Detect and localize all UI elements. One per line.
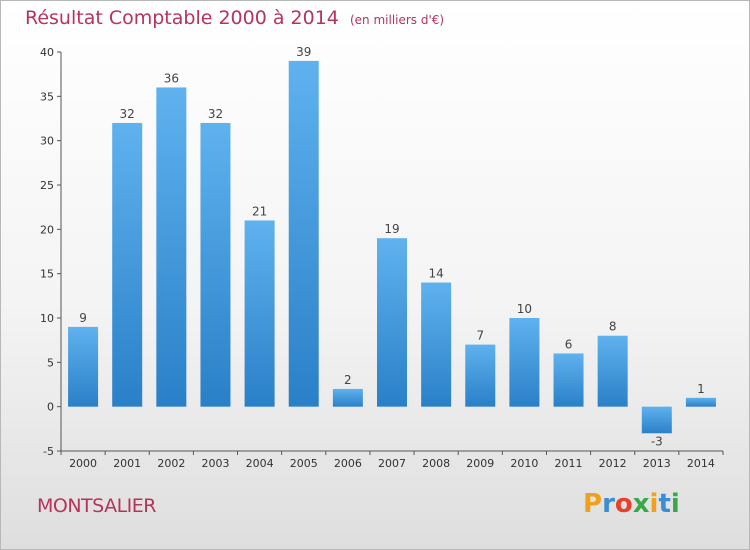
x-tick-label: 2014: [687, 457, 715, 470]
x-tick-label: 2010: [510, 457, 538, 470]
bar-value-label: 8: [609, 320, 617, 334]
chart-title: Résultat Comptable 2000 à 2014: [25, 7, 339, 29]
bar: [641, 406, 672, 434]
bar-value-label: 32: [120, 107, 135, 121]
x-tick-label: 2013: [643, 457, 671, 470]
bar-value-label: 6: [565, 337, 573, 351]
logo-letter: x: [632, 489, 650, 519]
y-tick-label: 5: [47, 356, 54, 369]
x-tick-label: 2002: [157, 457, 185, 470]
x-tick-label: 2009: [466, 457, 494, 470]
bar-value-label: -3: [651, 434, 663, 448]
commune-name: MONTSALIER: [37, 495, 156, 517]
x-tick-label: 2003: [201, 457, 229, 470]
bar: [244, 220, 275, 407]
x-tick-label: 2005: [290, 457, 318, 470]
bar-value-label: 14: [428, 267, 443, 281]
bar-value-label: 39: [296, 45, 311, 59]
bar: [553, 353, 584, 407]
y-tick-label: 15: [40, 268, 54, 281]
bar: [200, 122, 231, 407]
bar-value-label: 36: [164, 71, 179, 85]
y-tick-label: 25: [40, 179, 54, 192]
bar: [597, 335, 628, 407]
y-tick-label: 35: [40, 90, 54, 103]
y-tick-label: 0: [47, 401, 54, 414]
x-tick-label: 2004: [246, 457, 274, 470]
x-tick-label: 2001: [113, 457, 141, 470]
bar-value-label: 32: [208, 107, 223, 121]
bar: [156, 87, 187, 407]
logo-letter: P: [583, 489, 603, 519]
bar-value-label: 10: [517, 302, 532, 316]
bar-value-label: 2: [344, 373, 352, 387]
x-tick-label: 2008: [422, 457, 450, 470]
logo-letter: o: [614, 489, 633, 519]
y-tick-label: 10: [40, 312, 54, 325]
bar: [377, 238, 407, 407]
bar: [288, 60, 319, 407]
x-tick-label: 2000: [69, 457, 97, 470]
bar: [68, 326, 99, 407]
bar: [332, 388, 363, 407]
x-tick-label: 2011: [555, 457, 583, 470]
logo-letter: r: [602, 489, 615, 519]
y-tick-label: -5: [43, 445, 54, 458]
x-tick-label: 2012: [599, 457, 627, 470]
bar: [112, 122, 143, 407]
y-tick-label: 40: [40, 46, 54, 59]
chart-subtitle: (en milliers d'€): [349, 13, 445, 27]
logo-letter: t: [658, 489, 671, 519]
proxiti-logo[interactable]: Proxiti: [583, 489, 680, 519]
logo-letter: i: [649, 489, 659, 519]
logo-letter: i: [670, 489, 680, 519]
y-tick-label: 20: [40, 223, 54, 236]
x-tick-label: 2007: [378, 457, 406, 470]
bar: [685, 397, 716, 407]
bar-value-label: 21: [252, 204, 267, 218]
bar-value-label: 7: [476, 329, 484, 343]
bar-value-label: 19: [384, 222, 399, 236]
bar: [465, 344, 496, 407]
y-tick-label: 30: [40, 135, 54, 148]
bar: [421, 282, 452, 407]
x-tick-label: 2006: [334, 457, 362, 470]
bar-value-label: 9: [79, 311, 87, 325]
bar-value-label: 1: [697, 382, 705, 396]
title-row: Résultat Comptable 2000 à 2014 (en milli…: [25, 7, 444, 29]
bar: [509, 318, 540, 407]
